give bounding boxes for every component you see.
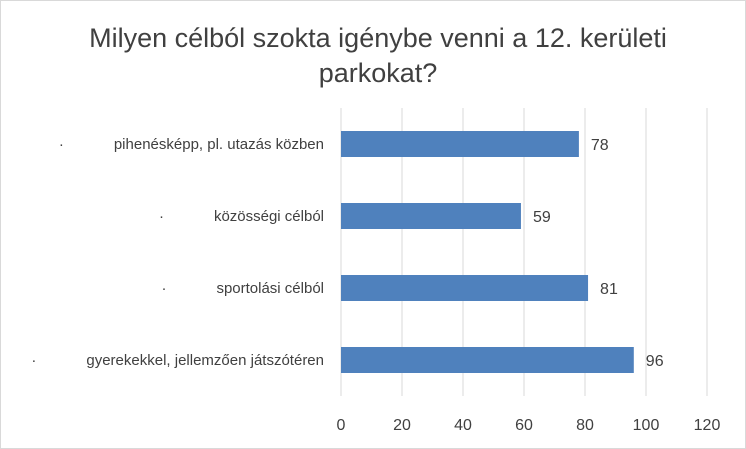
category-label: sportolási célból [216, 280, 324, 297]
x-tick-label: 0 [337, 417, 346, 434]
chart-title-line-2: parkokat? [319, 58, 438, 88]
chart-title-line-1: Milyen célból szokta igénybe venni a 12.… [89, 23, 667, 53]
x-tick-label: 120 [694, 417, 721, 434]
bar [341, 131, 579, 157]
bar [341, 275, 589, 301]
category-bullet: · [59, 136, 64, 153]
x-tick-label: 60 [515, 417, 533, 434]
category-bullet: · [31, 352, 36, 369]
x-tick-label: 100 [633, 417, 660, 434]
data-label: 59 [533, 209, 551, 226]
bar [341, 203, 521, 229]
data-label: 78 [591, 137, 609, 154]
x-tick-label: 40 [454, 417, 472, 434]
category-label: gyerekekkel, jellemzően játszótéren [86, 352, 324, 369]
category-bullet: · [159, 208, 164, 225]
data-label: 96 [646, 353, 664, 370]
x-tick-label: 20 [393, 417, 411, 434]
category-label: közösségi célból [214, 208, 324, 225]
bar [341, 347, 634, 373]
x-tick-label: 80 [576, 417, 594, 434]
category-bullet: · [161, 280, 166, 297]
category-label: pihenésképp, pl. utazás közben [114, 136, 324, 153]
data-label: 81 [600, 281, 618, 298]
